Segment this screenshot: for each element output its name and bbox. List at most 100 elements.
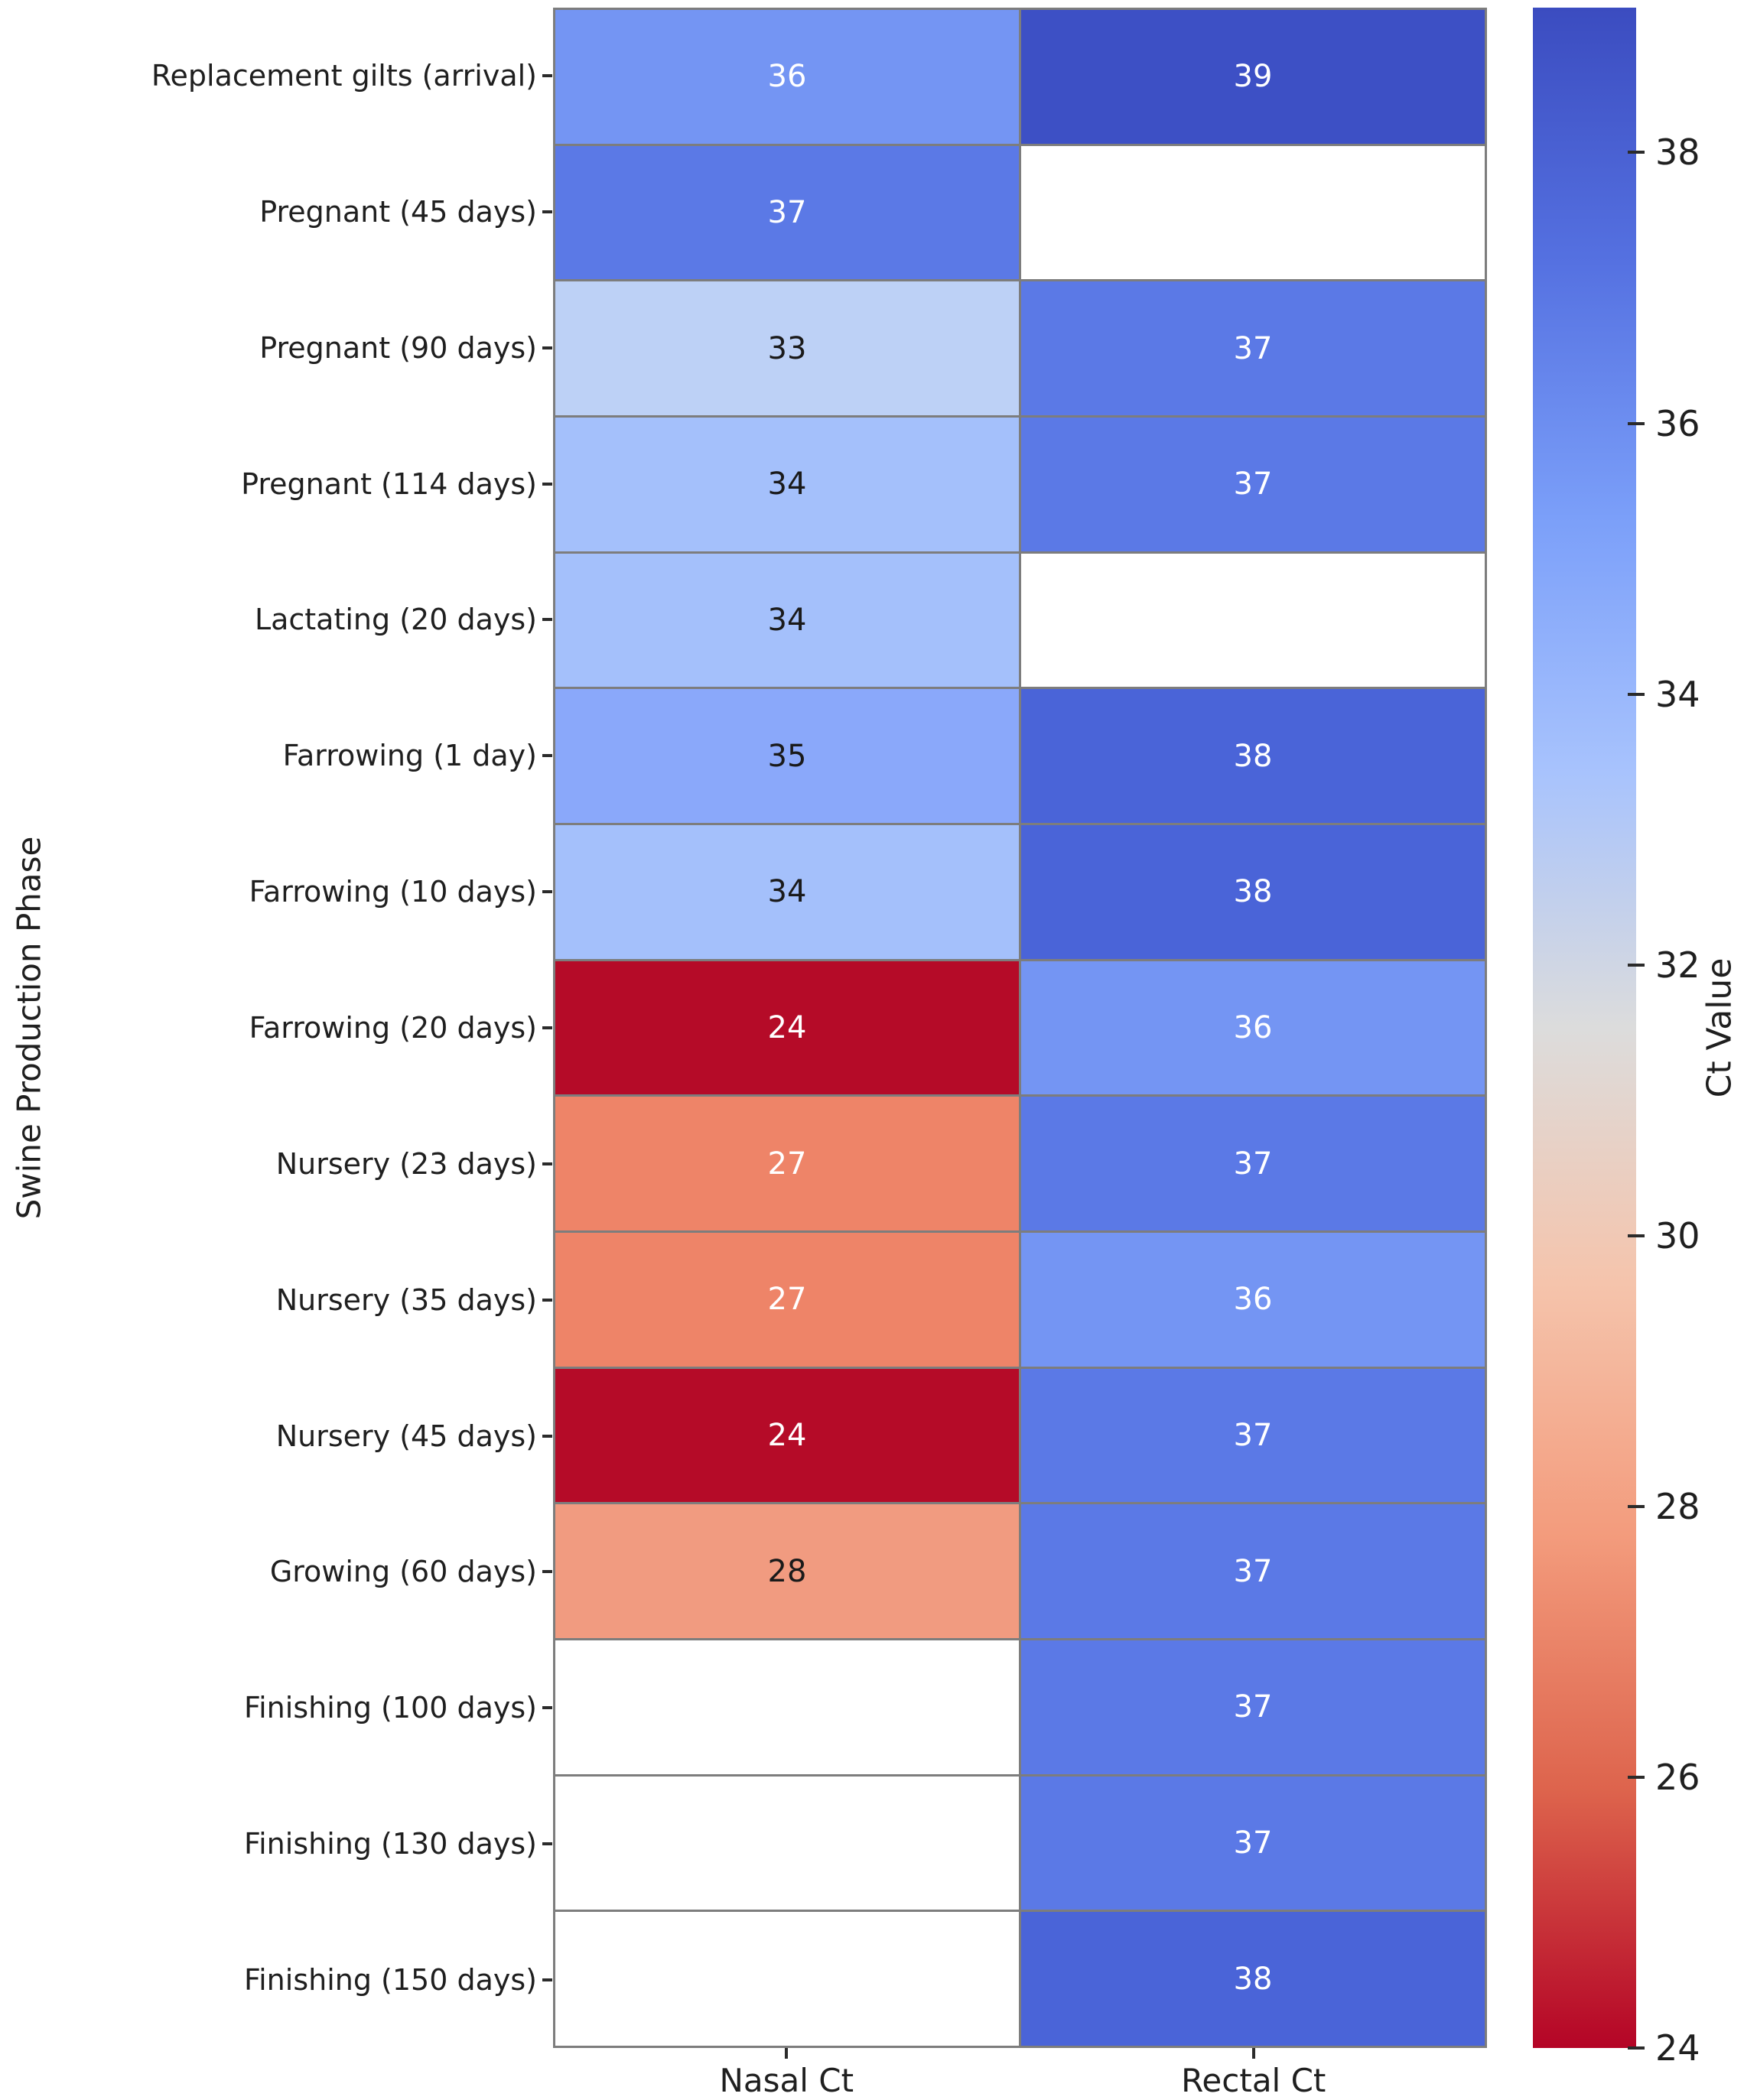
row-label: Nursery (35 days) — [275, 1282, 537, 1317]
cell-value: 39 — [1233, 59, 1273, 95]
y-tick: Farrowing (10 days) — [0, 824, 553, 960]
tick-mark — [542, 754, 552, 758]
cell-value: 24 — [767, 1417, 807, 1453]
tick-mark — [1251, 2048, 1255, 2059]
y-tick-labels: Replacement gilts (arrival) Pregnant (45 … — [0, 8, 553, 2048]
cell-value: 35 — [767, 738, 807, 774]
tick-mark — [542, 210, 552, 213]
colorbar-tick-label: 38 — [1655, 132, 1700, 174]
y-tick: Farrowing (1 day) — [0, 688, 553, 824]
colorbar-title: Ct Value — [1700, 957, 1739, 1098]
x-tick-nasal: Nasal Ct — [553, 2048, 1020, 2099]
heatmap-cell: 36 — [1021, 1233, 1485, 1367]
y-tick: Finishing (100 days) — [0, 1640, 553, 1776]
cell-value: 37 — [1233, 330, 1273, 366]
colorbar-tick: 32 — [1533, 948, 1700, 983]
row-label: Farrowing (20 days) — [249, 1010, 537, 1045]
colorbar-tick-label: 32 — [1655, 944, 1700, 986]
tick-mark — [542, 482, 552, 486]
tick-mark — [542, 1298, 552, 1302]
y-tick: Pregnant (114 days) — [0, 416, 553, 552]
row-label: Replacement gilts (arrival) — [151, 58, 537, 93]
y-tick: Nursery (45 days) — [0, 1368, 553, 1504]
heatmap-cell: 38 — [1021, 1912, 1485, 2046]
colorbar-tick-label: 34 — [1655, 673, 1700, 715]
heatmap-cell — [555, 1776, 1019, 1910]
heatmap-cell: 33 — [555, 281, 1019, 415]
row-label: Pregnant (45 days) — [259, 194, 537, 229]
colorbar-tick-label: 28 — [1655, 1485, 1700, 1527]
row-label: Finishing (100 days) — [244, 1691, 537, 1725]
y-tick: Replacement gilts (arrival) — [0, 8, 553, 144]
heatmap-cell: 37 — [1021, 1776, 1485, 1910]
cell-value: 36 — [1233, 1009, 1273, 1045]
cell-value: 27 — [767, 1282, 807, 1318]
heatmap-cell: 24 — [555, 961, 1019, 1095]
tick-mark — [542, 1706, 552, 1710]
heatmap-cell — [1021, 553, 1485, 688]
tick-mark — [542, 890, 552, 894]
y-tick: Finishing (130 days) — [0, 1776, 553, 1912]
cell-value: 37 — [1233, 1553, 1273, 1589]
heatmap-grid: 36 39 37 33 37 34 37 34 35 38 34 38 24 36 27 37 27 36 24 37… — [553, 8, 1487, 2048]
cell-value: 36 — [1233, 1282, 1273, 1318]
heatmap-cell: 28 — [555, 1504, 1019, 1638]
row-label: Nursery (45 days) — [275, 1419, 537, 1453]
cell-value: 38 — [1233, 738, 1273, 774]
tick-mark — [542, 1570, 552, 1574]
tick-mark — [1628, 1775, 1645, 1779]
heatmap-cell: 36 — [1021, 961, 1485, 1095]
colorbar-tick: 30 — [1533, 1218, 1700, 1253]
cell-value: 38 — [1233, 874, 1273, 910]
cell-value: 24 — [767, 1009, 807, 1045]
heatmap-cell: 37 — [1021, 418, 1485, 551]
tick-mark — [542, 1162, 552, 1165]
heatmap-cell: 34 — [555, 418, 1019, 551]
heatmap-cell: 34 — [555, 825, 1019, 959]
heatmap-cell: 37 — [1021, 1504, 1485, 1638]
colorbar-tick-label: 26 — [1655, 1756, 1700, 1798]
tick-mark — [1628, 963, 1645, 967]
row-label: Growing (60 days) — [269, 1555, 537, 1589]
cell-value: 28 — [767, 1553, 807, 1589]
cell-value: 37 — [1233, 1689, 1273, 1725]
cell-value: 37 — [767, 194, 807, 230]
heatmap-cell: 27 — [555, 1097, 1019, 1230]
tick-mark — [542, 1842, 552, 1846]
heatmap-cell: 39 — [1021, 10, 1485, 144]
heatmap-cell — [555, 1640, 1019, 1774]
tick-mark — [1628, 692, 1645, 696]
row-label: Finishing (150 days) — [244, 1962, 537, 1997]
heatmap-cell: 37 — [555, 145, 1019, 280]
cell-value: 37 — [1233, 1825, 1273, 1861]
colorbar-tick: 28 — [1533, 1489, 1700, 1524]
tick-mark — [1628, 1234, 1645, 1237]
colorbar: 38 36 34 32 30 28 26 24 — [1533, 8, 1744, 2066]
tick-mark — [542, 618, 552, 622]
row-label: Farrowing (10 days) — [249, 875, 537, 909]
heatmap-cell: 37 — [1021, 1368, 1485, 1503]
row-label: Pregnant (90 days) — [259, 330, 537, 365]
colorbar-tick: 26 — [1533, 1760, 1700, 1795]
tick-mark — [542, 73, 552, 77]
heatmap-cell: 38 — [1021, 825, 1485, 959]
colorbar-tick-label: 24 — [1655, 2027, 1700, 2069]
heatmap-cell: 27 — [555, 1233, 1019, 1367]
colorbar-tick: 24 — [1533, 2030, 1700, 2066]
row-label: Nursery (23 days) — [275, 1146, 537, 1181]
x-axis: Nasal Ct Rectal Ct — [553, 2048, 1487, 2100]
tick-mark — [1628, 421, 1645, 425]
colorbar-tick-label: 36 — [1655, 402, 1700, 444]
y-tick: Finishing (150 days) — [0, 1912, 553, 2048]
y-tick: Nursery (35 days) — [0, 1232, 553, 1368]
tick-mark — [1628, 2046, 1645, 2050]
cell-value: 34 — [767, 874, 807, 910]
tick-mark — [542, 1434, 552, 1438]
tick-mark — [785, 2048, 789, 2059]
cell-value: 27 — [767, 1146, 807, 1182]
y-tick: Pregnant (45 days) — [0, 144, 553, 280]
tick-mark — [1628, 1504, 1645, 1508]
x-tick-label: Rectal Ct — [1181, 2062, 1326, 2099]
colorbar-tick: 36 — [1533, 406, 1700, 441]
